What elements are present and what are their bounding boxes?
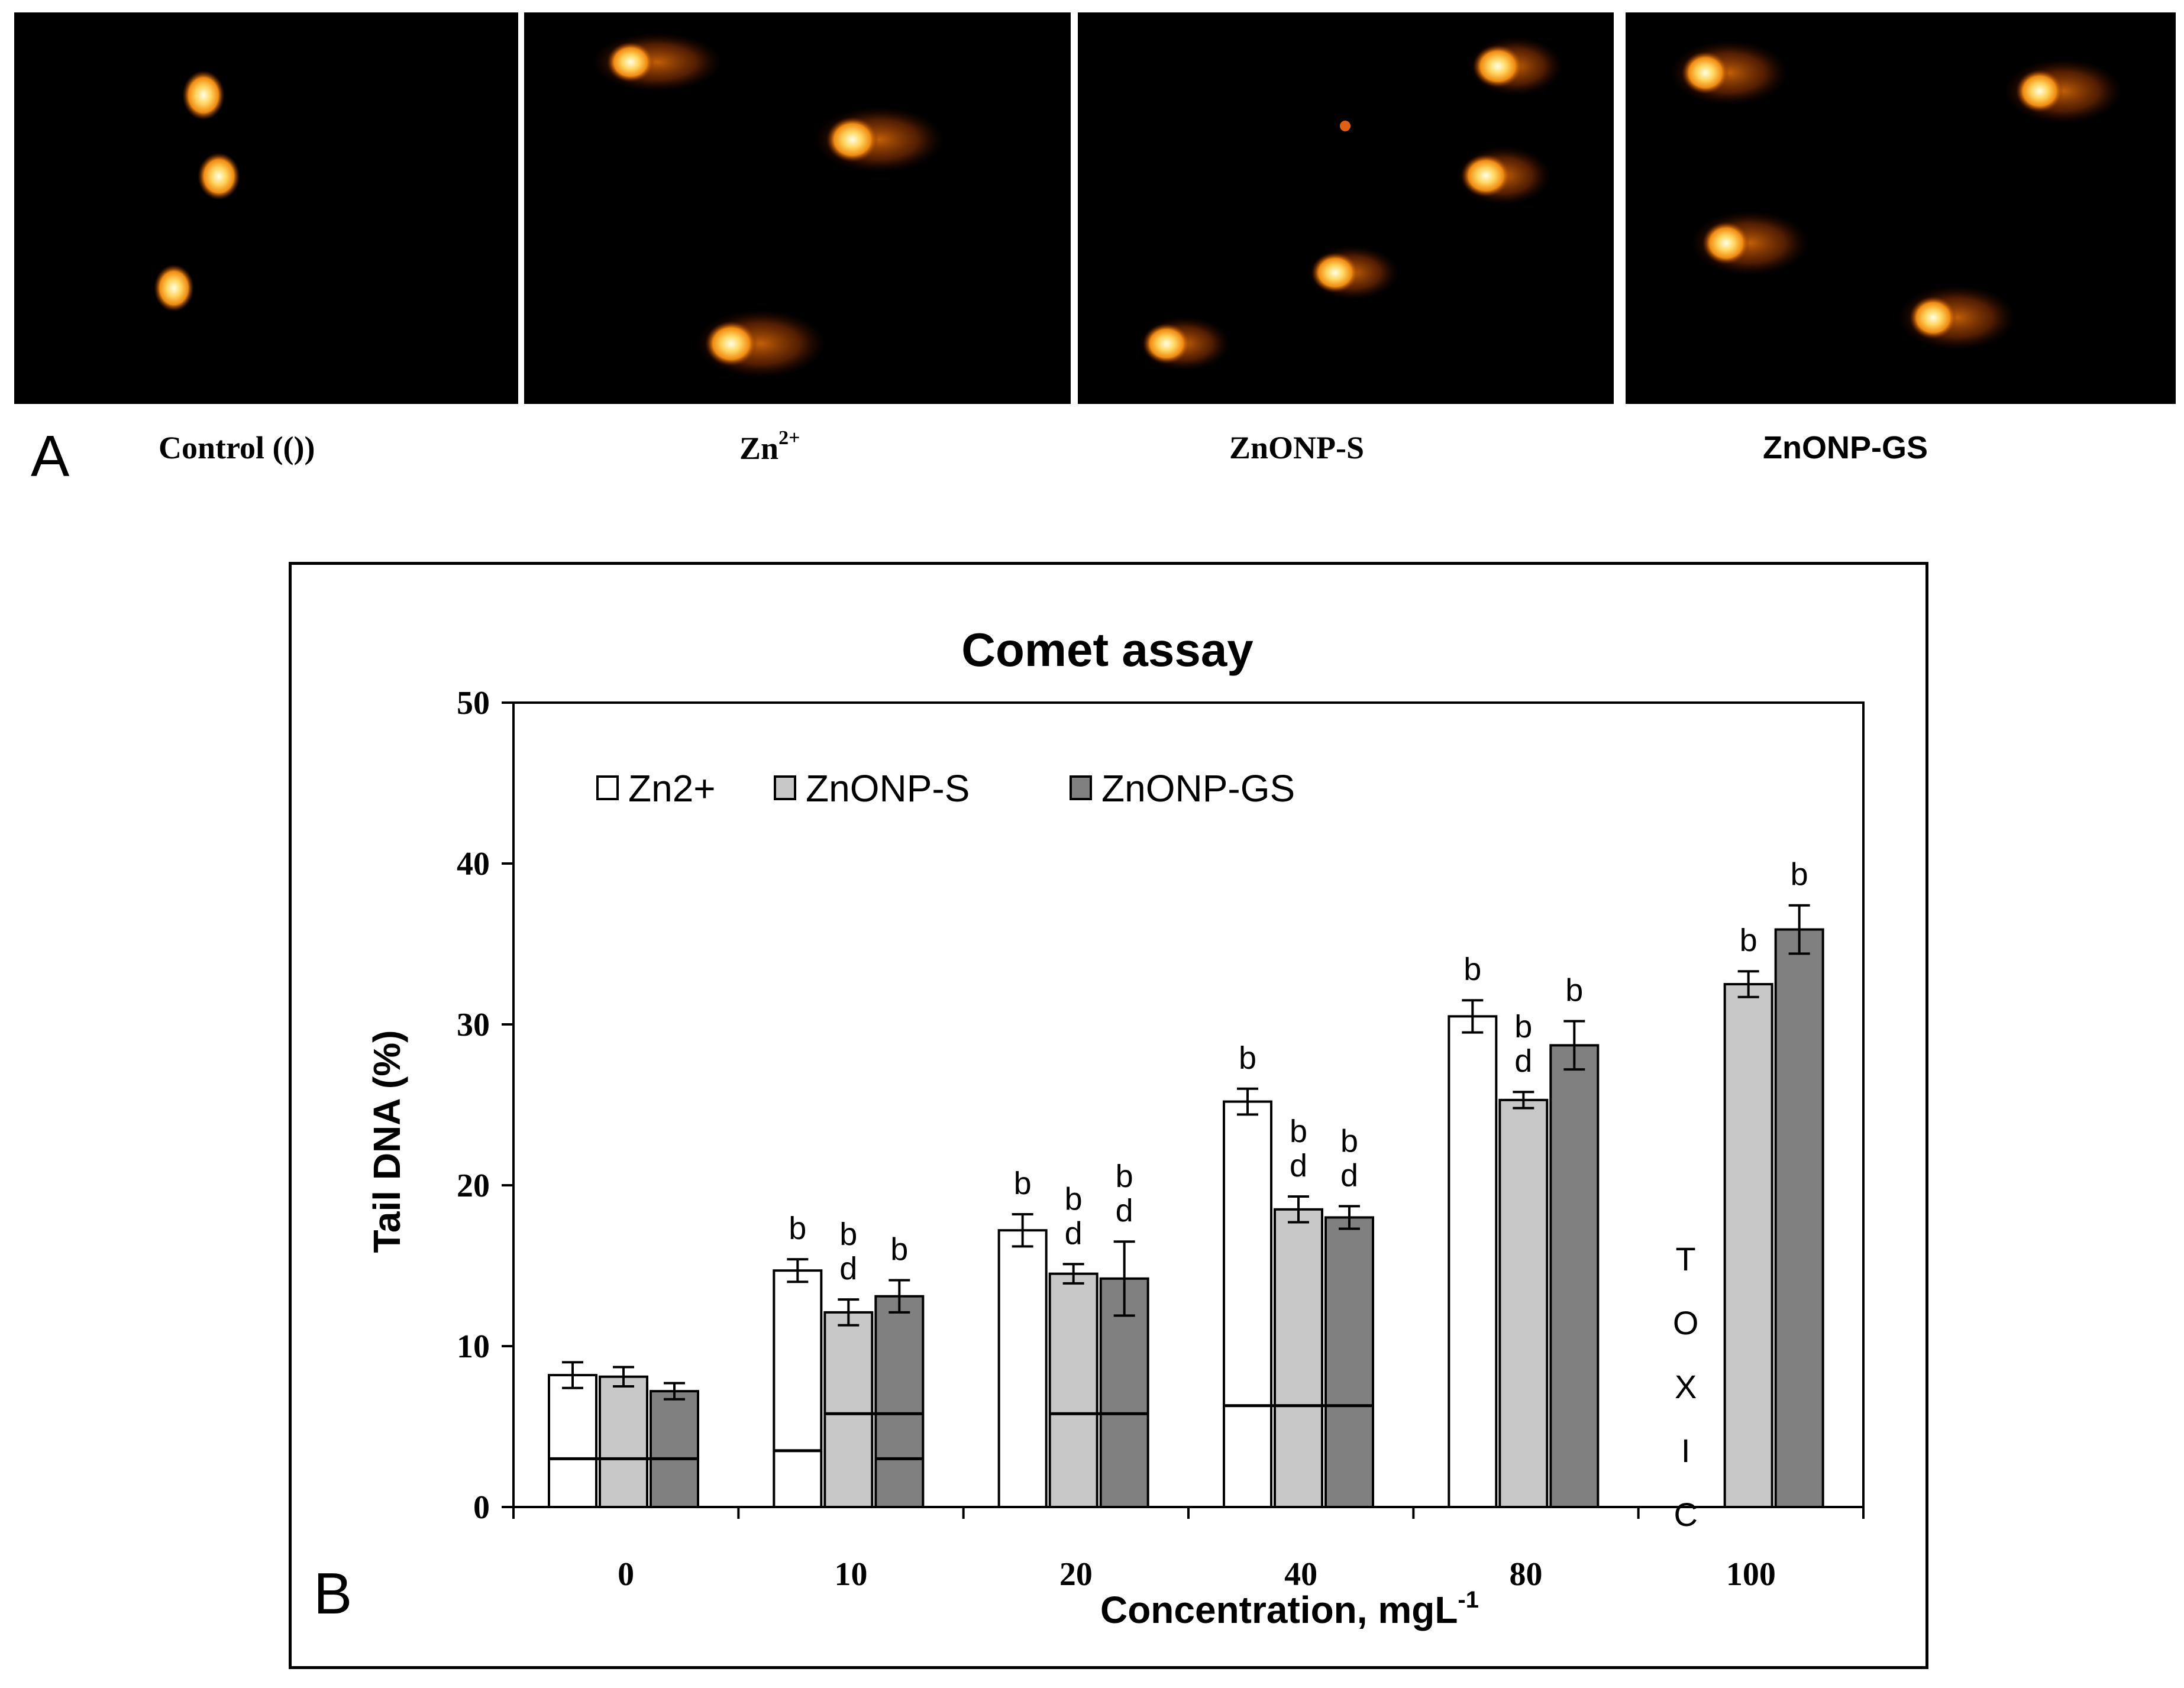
- sig-label-ZnONP-GS-20-b: b: [1116, 1159, 1133, 1194]
- x-tick-label-0: 0: [618, 1556, 634, 1593]
- x-tick-label-10: 10: [835, 1556, 868, 1593]
- micrograph-znonp-s: [1078, 12, 1614, 404]
- legend-swatch-ZnONP-GS: [1070, 775, 1092, 800]
- sig-label-ZnONP-S-20-b: b: [1065, 1181, 1083, 1217]
- sig-label-ZnONP-S-40-d: d: [1290, 1148, 1307, 1183]
- micrograph-znonp-gs: [1626, 12, 2176, 404]
- x-axis-title-sup: -1: [1458, 1587, 1479, 1613]
- plot-border: [512, 701, 1865, 1508]
- bar-ZnONP-S-10: [823, 1311, 874, 1508]
- y-axis-title: Tail DNA (%): [366, 1030, 408, 1253]
- sig-label-Zn2+-20-b: b: [1014, 1166, 1032, 1201]
- bar-ZnONP-S-0: [599, 1375, 648, 1508]
- micrograph-control: [14, 12, 518, 404]
- bar-ZnONP-GS-80: [1549, 1044, 1600, 1508]
- sig-label-ZnONP-GS-20-d: d: [1116, 1193, 1133, 1228]
- sig-label-ZnONP-GS-40-d: d: [1340, 1157, 1358, 1193]
- y-tick-label-50: 50: [457, 685, 490, 722]
- bar-Zn2+-0: [548, 1373, 597, 1508]
- chart-frame: [289, 562, 1928, 1669]
- x-tick-label-80: 80: [1510, 1556, 1543, 1593]
- comet-image-zn: [592, 33, 944, 378]
- toxic-letter-3: I: [1681, 1432, 1691, 1469]
- toxic-letter-4: C: [1673, 1496, 1697, 1533]
- chart-title: Comet assay: [961, 623, 1253, 676]
- x-tick-label-40: 40: [1284, 1556, 1317, 1593]
- sig-label-ZnONP-S-10-b: b: [839, 1217, 857, 1252]
- micrograph-zn: [524, 12, 1071, 404]
- sig-label-Zn2+-80-b: b: [1463, 952, 1481, 987]
- micrograph-label-control: Control (()): [159, 430, 315, 465]
- panel-letter-a: A: [31, 423, 70, 489]
- bar-ZnONP-S-40: [1274, 1208, 1323, 1509]
- sig-label-Zn2+-10-b: b: [789, 1211, 806, 1246]
- comet-image-control: [154, 70, 240, 312]
- legend-swatch-ZnONP-S: [774, 775, 796, 800]
- bar-Zn2+-10: [773, 1269, 823, 1508]
- sig-label-ZnONP-S-20-d: d: [1065, 1215, 1083, 1251]
- label-zn-sup: 2+: [778, 427, 800, 449]
- bar-ZnONP-S-80: [1498, 1098, 1549, 1508]
- legend-label-ZnONP-S: ZnONP-S: [806, 767, 970, 810]
- sig-label-ZnONP-S-100-b: b: [1740, 923, 1757, 958]
- comet-image-znonp-gs: [1670, 40, 2122, 350]
- bar-ZnONP-S-20: [1048, 1272, 1099, 1509]
- sig-label-Zn2+-40-b: b: [1239, 1040, 1256, 1076]
- panel-letter-b: B: [314, 1561, 353, 1626]
- sig-label-ZnONP-GS-10-b: b: [890, 1231, 908, 1267]
- bar-Zn2+-80: [1448, 1015, 1498, 1508]
- toxic-letter-2: X: [1675, 1368, 1697, 1405]
- comet-image-znonp-s: [1138, 37, 1563, 371]
- legend-label-ZnONP-GS: ZnONP-GS: [1101, 767, 1295, 810]
- sig-label-ZnONP-S-40-b: b: [1290, 1114, 1307, 1149]
- sig-label-ZnONP-S-80-b: b: [1514, 1009, 1532, 1045]
- sig-label-ZnONP-GS-100-b: b: [1791, 857, 1808, 892]
- x-axis-title: Concentration, mgL-1: [1100, 1587, 1479, 1631]
- sig-label-ZnONP-GS-40-b: b: [1340, 1123, 1358, 1159]
- micrograph-label-znonp-gs: ZnONP-GS: [1763, 430, 1928, 465]
- x-tick-label-20: 20: [1059, 1556, 1093, 1593]
- y-tick-label-0: 0: [473, 1489, 490, 1526]
- bar-Zn2+-20: [997, 1229, 1048, 1508]
- sig-label-ZnONP-GS-80-b: b: [1565, 973, 1583, 1008]
- x-tick-label-100: 100: [1726, 1556, 1776, 1593]
- micrograph-label-zn: Zn2+: [739, 428, 800, 466]
- bar-ZnONP-GS-0: [650, 1390, 699, 1508]
- bar-ZnONP-GS-10: [874, 1295, 925, 1508]
- bar-ZnONP-GS-100: [1774, 928, 1824, 1508]
- bar-ZnONP-GS-40: [1324, 1216, 1374, 1508]
- sig-label-ZnONP-S-10-d: d: [839, 1251, 857, 1286]
- label-zn-main: Zn: [739, 431, 779, 466]
- micrograph-label-znonp-s: ZnONP-S: [1229, 430, 1365, 465]
- bar-Zn2+-40: [1223, 1100, 1272, 1509]
- y-tick-label-10: 10: [457, 1328, 490, 1365]
- legend-label-Zn2+: Zn2+: [628, 767, 716, 810]
- sig-label-ZnONP-S-80-d: d: [1514, 1043, 1532, 1079]
- y-tick-label-40: 40: [457, 846, 490, 882]
- bar-ZnONP-S-100: [1723, 983, 1773, 1508]
- y-tick-label-30: 30: [457, 1007, 490, 1043]
- toxic-letter-0: T: [1676, 1240, 1696, 1278]
- x-axis-title-main: Concentration, mgL: [1100, 1589, 1458, 1631]
- legend-swatch-Zn2+: [596, 775, 619, 800]
- toxic-letter-1: O: [1673, 1304, 1699, 1341]
- y-tick-label-20: 20: [457, 1168, 490, 1204]
